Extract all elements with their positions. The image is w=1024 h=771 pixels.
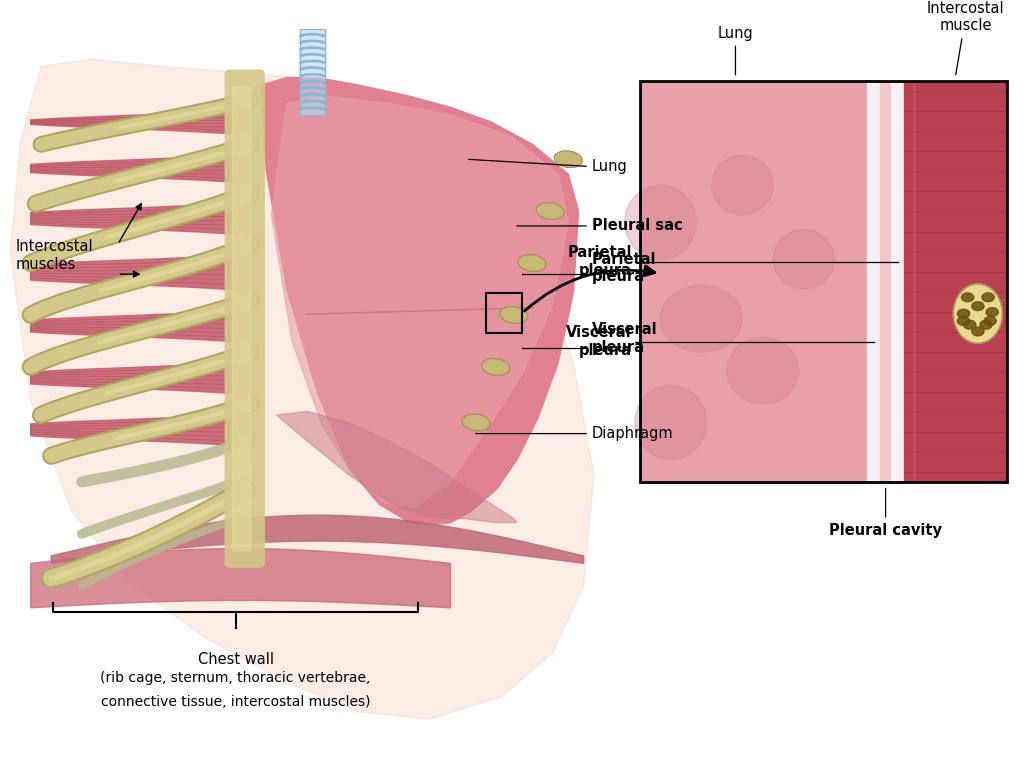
Polygon shape — [10, 59, 594, 719]
FancyBboxPatch shape — [232, 86, 251, 550]
Ellipse shape — [712, 156, 773, 215]
Text: (rib cage, sternum, thoracic vertebrae,: (rib cage, sternum, thoracic vertebrae, — [100, 671, 371, 685]
Circle shape — [957, 317, 970, 325]
Ellipse shape — [462, 414, 490, 431]
Text: Lung: Lung — [469, 159, 628, 174]
Polygon shape — [271, 96, 568, 508]
Text: Visceral
pleura: Visceral pleura — [592, 322, 657, 355]
Text: Parietal
pleura: Parietal pleura — [567, 245, 632, 278]
Ellipse shape — [500, 307, 527, 323]
Text: connective tissue, intercostal muscles): connective tissue, intercostal muscles) — [100, 695, 371, 709]
Text: Intercostal
muscles: Intercostal muscles — [15, 240, 93, 272]
Polygon shape — [31, 254, 251, 291]
Bar — [640, 82, 867, 482]
Text: Pleural sac: Pleural sac — [517, 218, 683, 234]
Circle shape — [982, 293, 994, 301]
Polygon shape — [31, 361, 251, 395]
Bar — [300, 29, 325, 115]
Polygon shape — [31, 153, 251, 183]
Ellipse shape — [635, 386, 707, 460]
Polygon shape — [31, 201, 251, 236]
Circle shape — [964, 320, 976, 329]
Ellipse shape — [660, 285, 742, 352]
Bar — [891, 82, 904, 482]
Polygon shape — [31, 309, 251, 343]
Polygon shape — [31, 412, 251, 447]
Ellipse shape — [481, 359, 510, 375]
Polygon shape — [31, 109, 251, 136]
Polygon shape — [51, 515, 584, 564]
Bar — [486, 293, 522, 334]
Bar — [867, 82, 880, 482]
Circle shape — [972, 327, 984, 336]
Text: Diaphragm: Diaphragm — [476, 426, 674, 441]
Text: Pleural cavity: Pleural cavity — [829, 488, 942, 537]
Circle shape — [962, 293, 974, 301]
Text: Parietal
pleura: Parietal pleura — [592, 252, 656, 284]
Polygon shape — [276, 412, 517, 523]
Ellipse shape — [727, 337, 799, 404]
Circle shape — [984, 317, 996, 325]
Ellipse shape — [953, 284, 1002, 343]
Ellipse shape — [625, 185, 696, 259]
Text: Lung: Lung — [718, 25, 754, 75]
Ellipse shape — [537, 203, 564, 220]
Bar — [880, 82, 891, 482]
Polygon shape — [31, 548, 451, 608]
Ellipse shape — [554, 151, 583, 167]
Circle shape — [986, 308, 998, 317]
Text: Visceral
pleura: Visceral pleura — [566, 325, 632, 358]
Bar — [904, 82, 1007, 482]
Ellipse shape — [518, 254, 546, 271]
FancyBboxPatch shape — [225, 70, 264, 567]
Circle shape — [957, 309, 970, 318]
Bar — [300, 29, 325, 115]
Text: Chest wall: Chest wall — [198, 652, 273, 668]
Circle shape — [972, 301, 984, 311]
Text: Intercostal
muscle: Intercostal muscle — [927, 1, 1005, 75]
Bar — [640, 82, 1007, 482]
Polygon shape — [261, 78, 579, 525]
Circle shape — [980, 320, 992, 329]
Ellipse shape — [773, 230, 835, 289]
